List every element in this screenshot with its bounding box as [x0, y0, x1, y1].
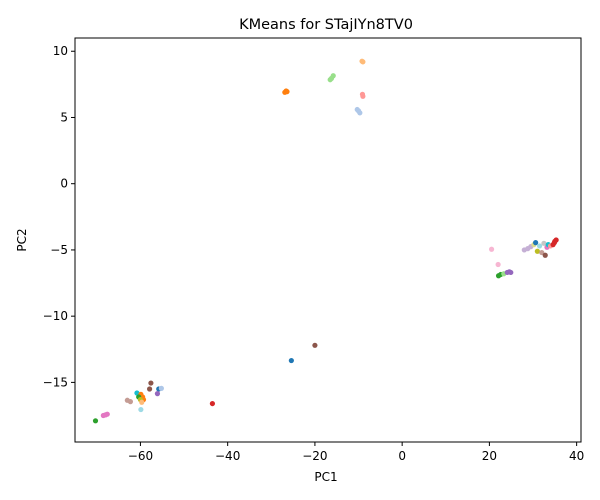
data-point	[327, 77, 333, 83]
data-point	[488, 246, 495, 252]
data-point	[92, 418, 99, 424]
data-point	[104, 411, 110, 417]
data-point	[542, 252, 548, 258]
data-point	[534, 248, 540, 254]
data-point	[284, 89, 290, 95]
y-tick-label: 0	[60, 177, 68, 191]
y-axis-label: PC2	[15, 228, 29, 251]
data-point	[360, 93, 366, 99]
chart-title: KMeans for STajIYn8TV0	[239, 17, 413, 33]
x-axis-ticks: −60 −40 −20 0 20 40	[128, 442, 584, 463]
data-point	[533, 240, 539, 246]
data-point	[127, 399, 133, 405]
x-tick-label: −40	[215, 449, 240, 463]
data-point	[508, 269, 514, 276]
data-point	[139, 399, 145, 405]
x-tick-label: −20	[302, 449, 327, 463]
data-point	[138, 406, 144, 413]
data-point	[148, 380, 154, 386]
data-point	[209, 400, 216, 407]
y-tick-label: 10	[53, 44, 68, 58]
data-points	[92, 58, 559, 424]
data-point	[541, 240, 547, 246]
data-point	[495, 261, 501, 268]
data-point	[146, 386, 153, 392]
data-point	[552, 238, 558, 244]
data-point	[360, 59, 366, 65]
x-tick-label: −60	[128, 449, 153, 463]
data-point	[154, 391, 161, 397]
data-point	[134, 390, 140, 396]
x-tick-label: 40	[569, 449, 584, 463]
y-tick-label: −15	[43, 375, 68, 389]
y-tick-label: −10	[43, 309, 68, 323]
data-point	[357, 110, 363, 116]
data-point	[288, 357, 294, 364]
data-point	[312, 342, 318, 348]
data-point	[158, 385, 164, 391]
y-tick-label: −5	[50, 243, 68, 257]
x-tick-label: 20	[482, 449, 497, 463]
data-point	[536, 243, 543, 249]
x-tick-label: 0	[398, 449, 406, 463]
y-axis-ticks: −15 −10 −5 0 5 10	[43, 44, 75, 389]
x-axis-label: PC1	[314, 470, 337, 484]
y-tick-label: 5	[60, 110, 68, 124]
plot-frame	[74, 37, 582, 443]
